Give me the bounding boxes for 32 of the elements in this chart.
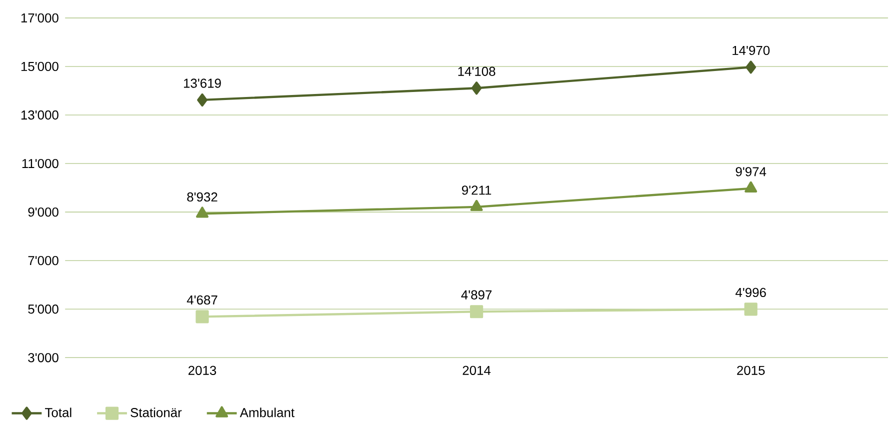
y-tick-label: 15'000 — [21, 62, 58, 71]
point — [746, 60, 756, 74]
point — [197, 93, 208, 106]
point — [470, 200, 483, 211]
data-label: 4'897 — [461, 290, 492, 300]
legend-label: Total — [45, 408, 72, 418]
point — [196, 206, 209, 218]
data-label: 14'970 — [732, 46, 770, 55]
data-label: 9'974 — [736, 166, 766, 176]
data-label: 8'932 — [187, 192, 218, 202]
data-label: 4'687 — [186, 295, 218, 304]
legend-label: Stationär — [130, 408, 182, 418]
point — [471, 81, 482, 95]
y-tick-label: 3'000 — [28, 352, 58, 362]
y-tick-label: 11'000 — [22, 158, 58, 168]
point — [744, 181, 758, 192]
point — [196, 310, 209, 324]
x-tick-label: 2014 — [462, 366, 491, 375]
point — [744, 302, 758, 316]
y-tick-label: 9'000 — [28, 207, 58, 216]
legend-label: Ambulant — [240, 408, 294, 418]
data-label: 4'996 — [736, 288, 766, 297]
point — [470, 304, 484, 318]
y-tick-label: 7'000 — [28, 256, 58, 266]
data-label: 9'211 — [462, 185, 492, 195]
y-tick-label: 5'000 — [28, 304, 58, 314]
data-label: 13'619 — [184, 78, 221, 88]
x-tick-label: 2013 — [188, 366, 216, 375]
y-tick-label: 13'000 — [21, 110, 58, 120]
y-tick-label: 17'000 — [21, 13, 58, 22]
data-label: 14'108 — [458, 66, 496, 76]
x-tick-label: 2015 — [737, 366, 765, 375]
